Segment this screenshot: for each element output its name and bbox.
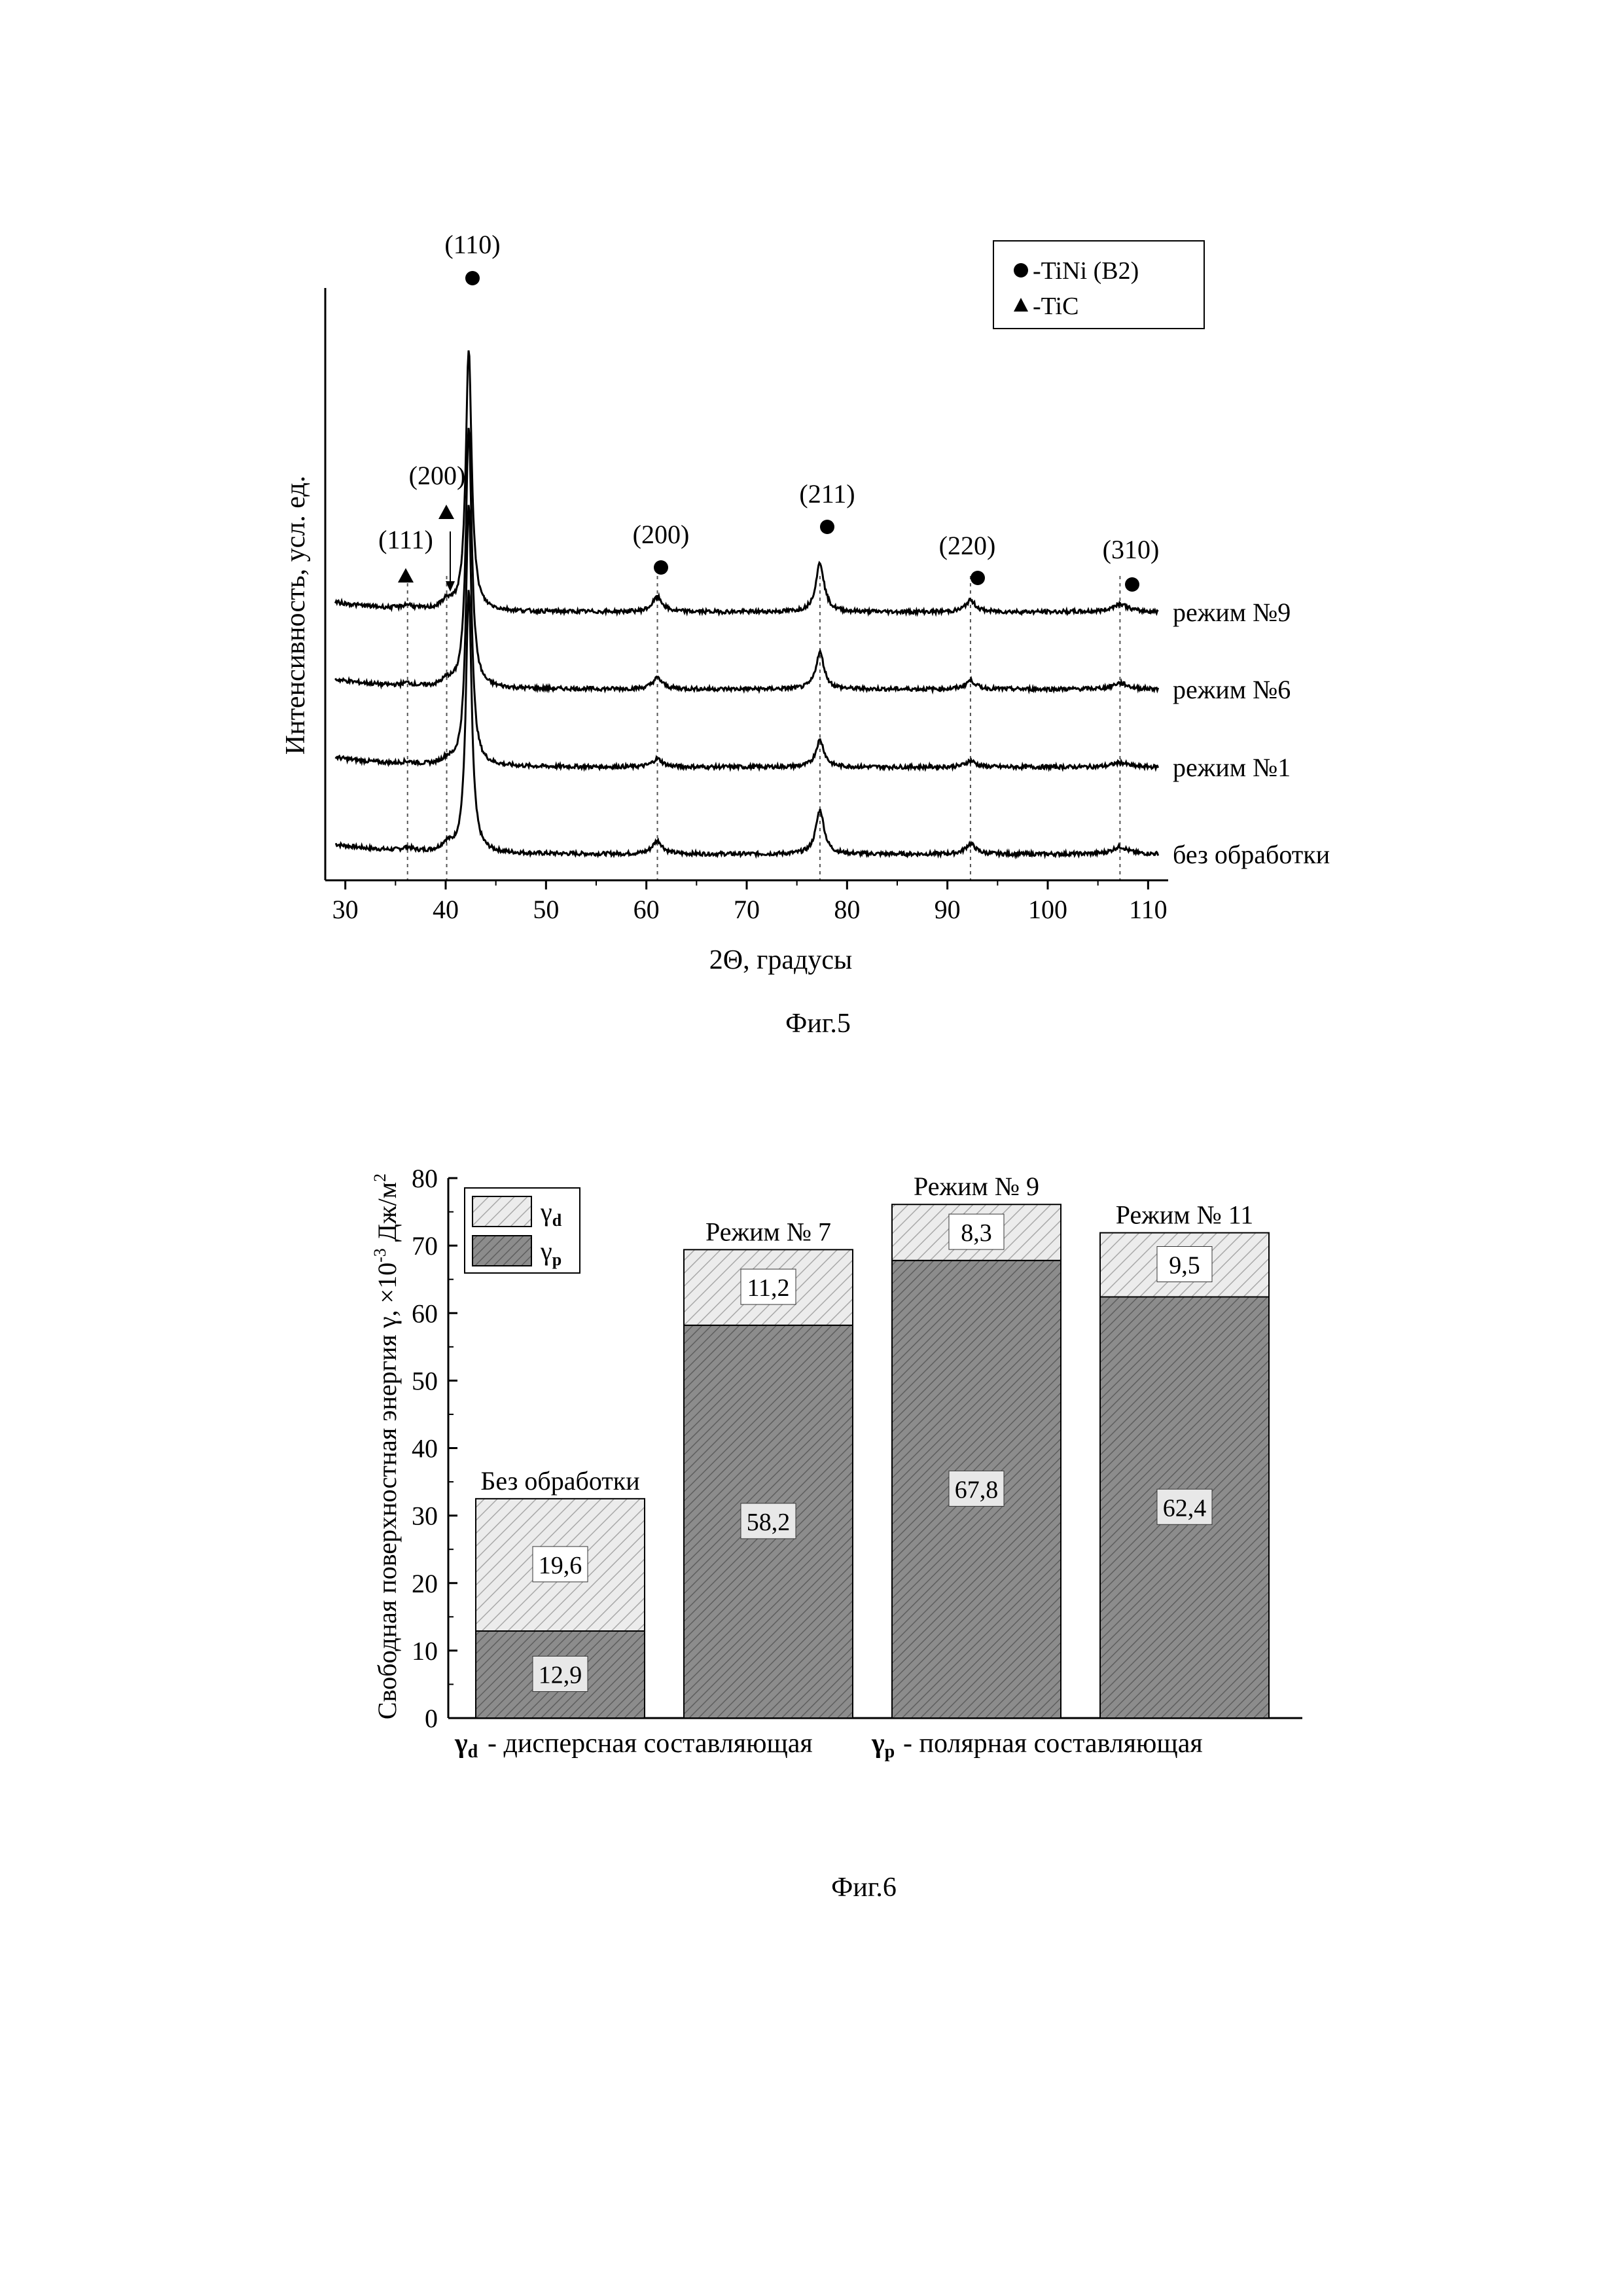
bar-category-label: Без обработки (480, 1466, 639, 1496)
gd-value-label: 8,3 (961, 1219, 992, 1247)
y-tick-label: 20 (412, 1569, 438, 1598)
figure5-caption: Фиг.5 (687, 1008, 949, 1039)
y-tick-label: 50 (412, 1366, 438, 1395)
y-tick-label: 40 (412, 1434, 438, 1463)
surface-energy-chart: 0 10 20 30 40 50 60 70 80 12,9 19,6 Без обработки 5… (0, 0, 1623, 1833)
bar-ylabel: Свободная поверхностная энергия γ, ×10-3… (370, 1174, 402, 1719)
legend-gp-swatch (473, 1236, 531, 1266)
y-tick-label: 10 (412, 1636, 438, 1666)
bar-legend: γd γp (465, 1188, 580, 1273)
footnote-gp-text: - полярная составляющая (903, 1729, 1203, 1759)
legend-gd-swatch (473, 1196, 531, 1227)
footnote-gd-text: - дисперсная составляющая (488, 1729, 813, 1759)
gp-value-label: 67,8 (955, 1476, 999, 1503)
gp-value-label: 62,4 (1163, 1494, 1207, 1522)
figure6-caption: Фиг.6 (733, 1872, 995, 1903)
y-tick-label: 60 (412, 1299, 438, 1328)
svg-text:γd: γd (454, 1729, 478, 1762)
footnote-gd: γd - дисперсная составляющая (454, 1729, 813, 1762)
gd-value-label: 19,6 (539, 1552, 582, 1579)
gd-value-label: 9,5 (1169, 1252, 1200, 1280)
y-tick-label: 80 (412, 1164, 438, 1193)
gp-value-label: 58,2 (747, 1509, 791, 1536)
y-tick-label: 0 (425, 1704, 438, 1733)
gp-value-label: 12,9 (539, 1661, 582, 1689)
y-tick-label: 30 (412, 1501, 438, 1531)
bar-category-label: Режим № 11 (1116, 1200, 1254, 1230)
gd-value-label: 11,2 (747, 1274, 789, 1302)
bar-stacks: 12,9 19,6 Без обработки 58,2 11,2 Режим № 7 67… (476, 1172, 1269, 1718)
bar-category-label: Режим № 7 (705, 1217, 831, 1246)
svg-text:γp: γp (871, 1729, 895, 1762)
footnote-gp: γp - полярная составляющая (871, 1729, 1203, 1762)
bar-category-label: Режим № 9 (914, 1172, 1039, 1201)
y-tick-label: 70 (412, 1231, 438, 1261)
